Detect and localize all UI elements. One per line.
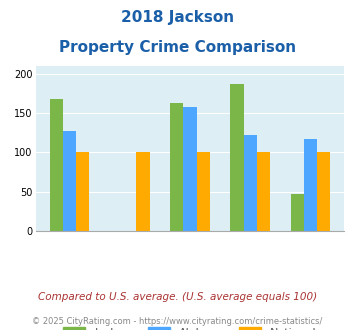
Bar [136, 152, 149, 231]
Bar [257, 152, 270, 231]
Text: © 2025 CityRating.com - https://www.cityrating.com/crime-statistics/: © 2025 CityRating.com - https://www.city… [32, 317, 323, 326]
Text: Compared to U.S. average. (U.S. average equals 100): Compared to U.S. average. (U.S. average … [38, 292, 317, 302]
Bar [76, 152, 89, 231]
Text: 2018 Jackson: 2018 Jackson [121, 10, 234, 25]
Text: Property Crime Comparison: Property Crime Comparison [59, 40, 296, 54]
Bar [63, 131, 76, 231]
Bar [230, 84, 244, 231]
Bar [170, 103, 183, 231]
Bar [50, 99, 63, 231]
Bar [197, 152, 210, 231]
Bar [290, 194, 304, 231]
Bar [244, 135, 257, 231]
Bar [304, 139, 317, 231]
Bar [183, 107, 197, 231]
Bar [317, 152, 330, 231]
Legend: Jackson, Alabama, National: Jackson, Alabama, National [59, 322, 321, 330]
